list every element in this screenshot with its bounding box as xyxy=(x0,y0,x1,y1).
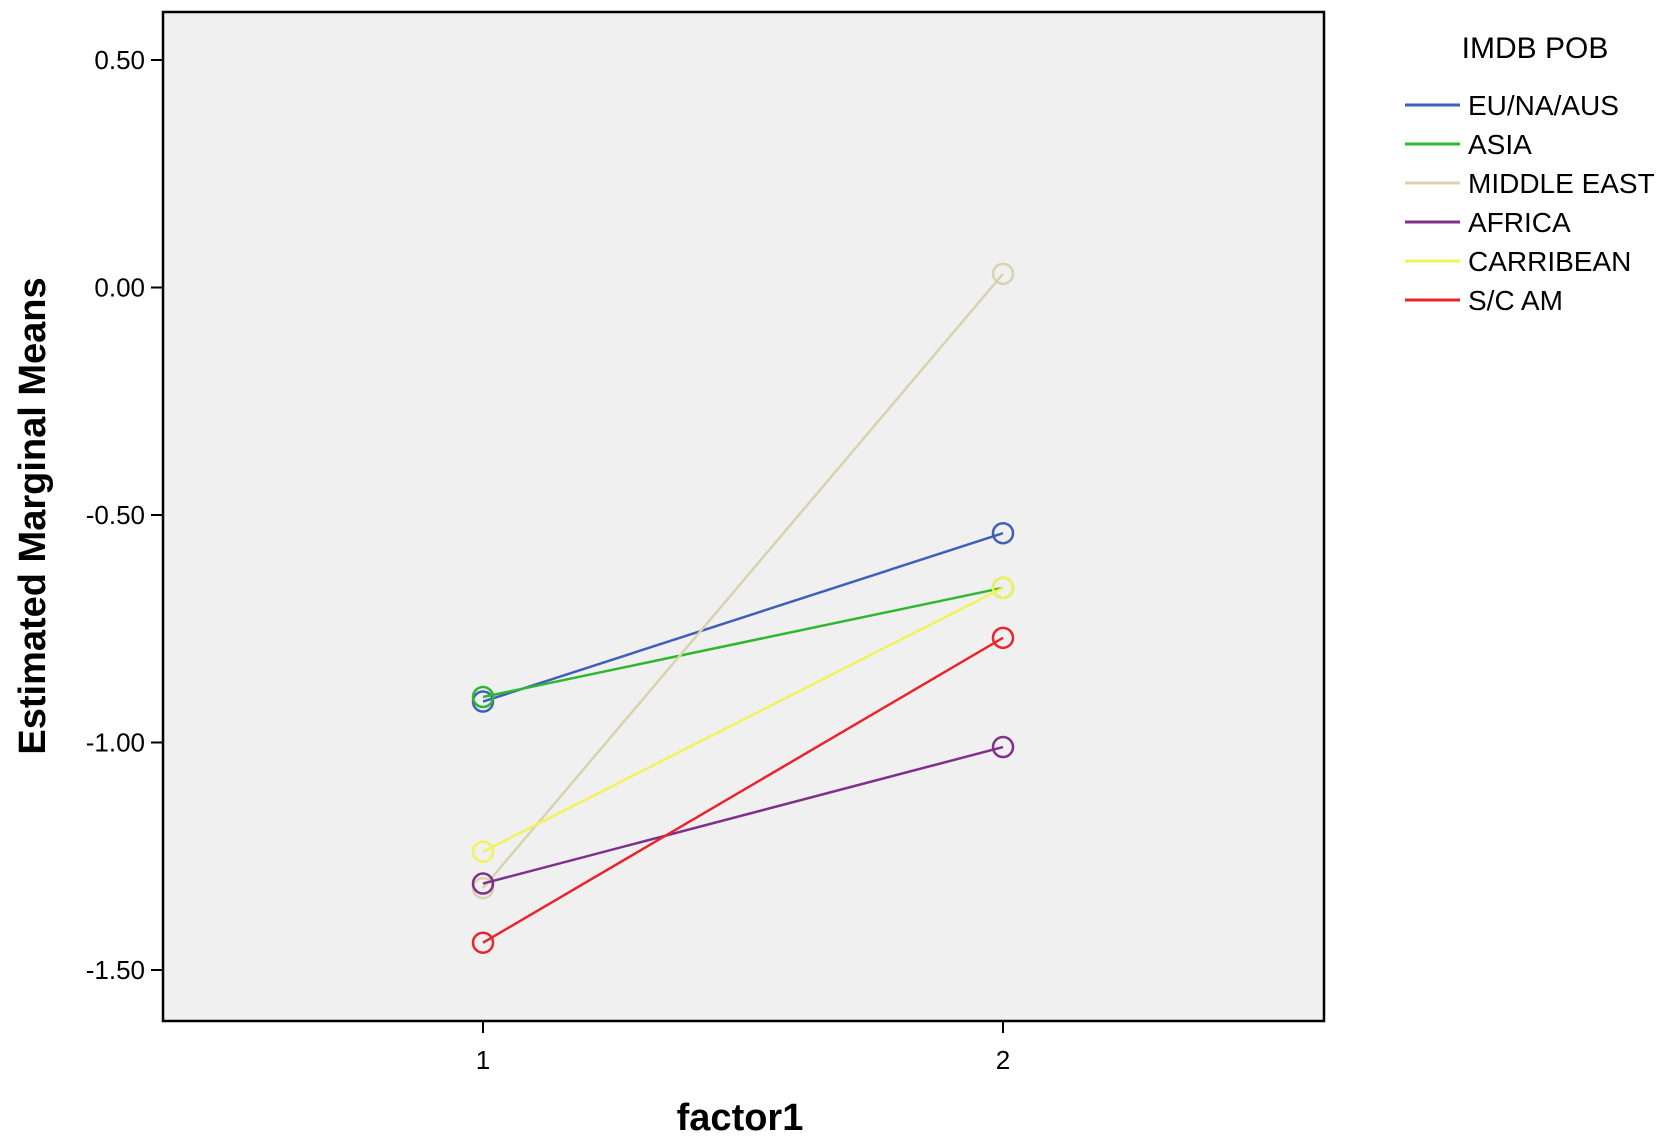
data-point xyxy=(991,735,1015,759)
series-line xyxy=(482,586,1004,699)
y-tick-label: 0.00 xyxy=(94,273,145,303)
data-point xyxy=(471,685,495,709)
legend-label: CARRIBEAN xyxy=(1468,246,1631,277)
series-line xyxy=(482,532,1004,703)
legend-label: EU/NA/AUS xyxy=(1468,90,1619,121)
y-axis: 0.50 0.00 -0.50 -1.00 -1.50 xyxy=(86,45,163,985)
series-line xyxy=(482,745,1004,885)
legend: IMDB POB EU/NA/AUS ASIA MIDDLE EAST AFRICA C… xyxy=(1405,32,1655,316)
data-point xyxy=(991,626,1015,650)
legend-label: MIDDLE EAST xyxy=(1468,168,1655,199)
y-tick-label: -1.00 xyxy=(86,728,145,758)
y-tick-label: 0.50 xyxy=(94,45,145,75)
legend-label: S/C AM xyxy=(1468,285,1563,316)
legend-items: EU/NA/AUS ASIA MIDDLE EAST AFRICA CARRIBEAN S… xyxy=(1405,90,1655,316)
data-point xyxy=(471,840,495,863)
x-tick-label: 1 xyxy=(476,1045,490,1075)
series-carribean xyxy=(471,576,1015,863)
y-axis-title: Estimated Marginal Means xyxy=(12,277,54,754)
series-line xyxy=(482,586,1004,853)
data-point xyxy=(991,262,1015,286)
series-layer xyxy=(471,262,1015,954)
series-s-c-am xyxy=(471,626,1015,954)
series-line xyxy=(482,273,1004,889)
legend-label: AFRICA xyxy=(1468,207,1571,238)
y-tick-label: -1.50 xyxy=(86,955,145,985)
data-point xyxy=(471,931,495,954)
plot-area xyxy=(161,10,1326,1023)
data-point xyxy=(471,872,495,895)
legend-label: ASIA xyxy=(1468,129,1532,160)
series-africa xyxy=(471,735,1015,895)
series-line xyxy=(482,636,1004,944)
legend-title: IMDB POB xyxy=(1462,32,1609,65)
x-tick-label: 2 xyxy=(996,1045,1010,1075)
data-point xyxy=(991,576,1015,600)
x-axis-title: factor1 xyxy=(677,1097,804,1139)
data-point xyxy=(991,521,1015,545)
y-tick-label: -0.50 xyxy=(86,500,145,530)
